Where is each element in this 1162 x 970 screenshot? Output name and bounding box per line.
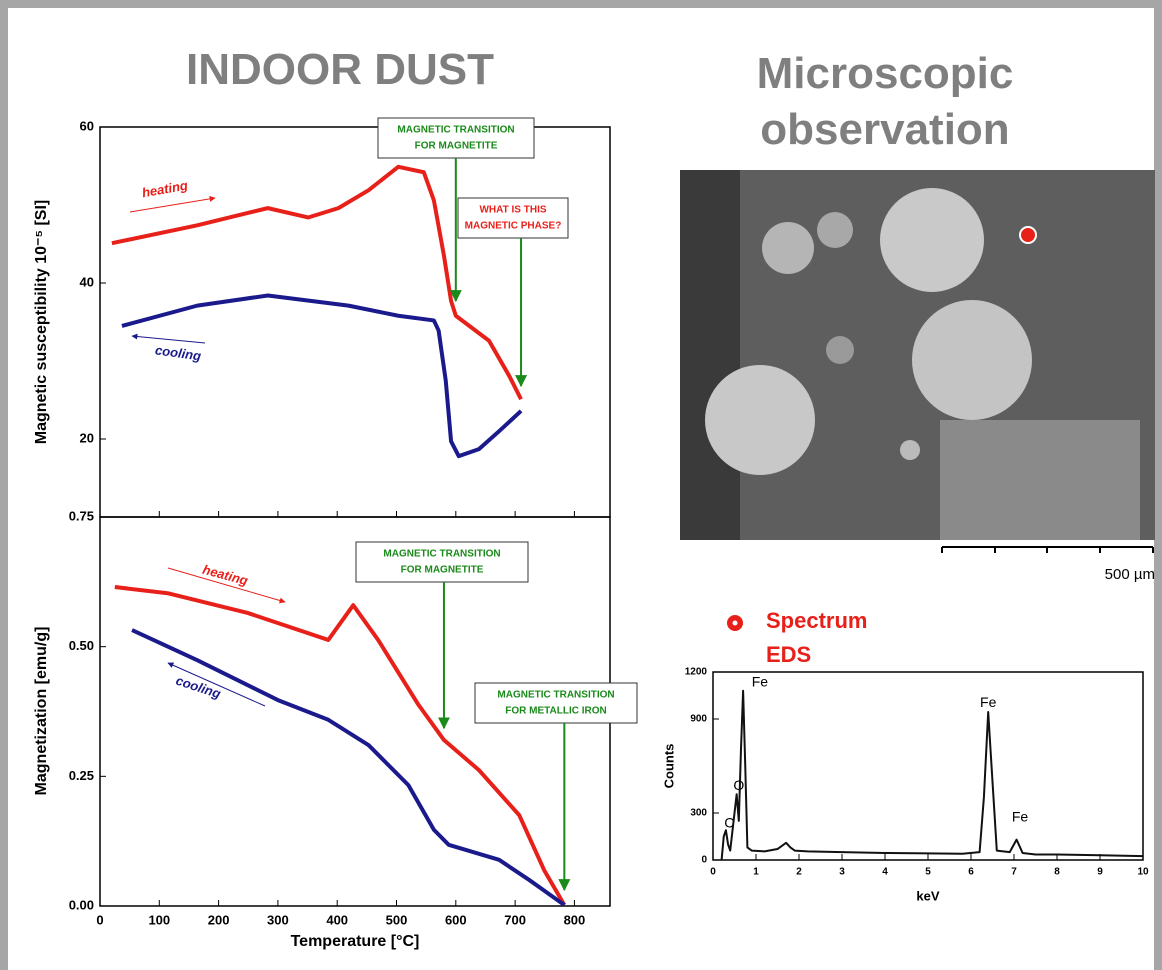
x-tick-label: 3 [839,867,845,878]
x-axis-label: Temperature [°C] [291,933,420,950]
annotation-text: MAGNETIC PHASE? [465,221,562,232]
y-tick-label: 900 [690,714,707,725]
annotation-box [355,541,529,583]
x-tick-label: 400 [326,912,348,927]
spectrum-marker-dot [732,620,738,626]
x-tick-label: 0 [96,912,103,927]
x-tick-label: 800 [564,912,586,927]
x-tick-label: 2 [796,867,802,878]
y-tick-label: 0.00 [69,897,94,912]
x-tick-label: 7 [1011,867,1017,878]
peak-label: O [733,777,744,793]
x-tick-label: 9 [1097,867,1103,878]
series-arrow [131,333,206,344]
x-tick-label: 5 [925,867,931,878]
y-tick-label: 60 [80,118,94,133]
scale-bar [941,546,1154,553]
y-axis-label: Magnetic susceptibility 10⁻⁵ [SI] [33,200,50,444]
left-title: INDOOR DUST [186,45,494,94]
series-label: cooling [154,342,202,363]
peak-label: Fe [980,694,997,710]
y-tick-label: 1200 [685,667,708,678]
spectrum-label: Spectrum EDS [766,608,868,667]
y-axis-label: Counts [661,744,676,789]
x-tick-label: 4 [882,867,888,878]
x-tick-label: 10 [1137,867,1149,878]
peak-label: Fe [1012,808,1029,824]
data-line [114,585,567,906]
series-arrow [129,195,216,213]
x-tick-label: 1 [753,867,759,878]
annotation-text: MAGNETIC TRANSITION [497,690,614,701]
y-tick-label: 40 [80,274,94,289]
y-tick-label: 0 [701,855,707,866]
scale-label: 500 µm [1105,566,1155,583]
annotation-text: WHAT IS THIS [479,205,546,216]
annotation-text: MAGNETIC TRANSITION [397,125,514,136]
plot-frame [712,671,1144,861]
y-axis-label: Magnetization [emu/g] [33,627,50,796]
peak-label: Fe [752,674,769,690]
annotation-text: FOR MAGNETITE [401,565,484,576]
data-line [111,164,523,401]
x-tick-label: 300 [267,912,289,927]
x-tick-label: 700 [504,912,526,927]
x-tick-label: 500 [386,912,408,927]
right-title: Microscopic observation [756,49,1014,154]
y-tick-label: 20 [80,430,94,445]
x-tick-label: 200 [208,912,230,927]
data-line [131,628,566,907]
y-tick-label: 0.50 [69,638,94,653]
annotation-text: FOR MAGNETITE [415,141,498,152]
annotation-text: MAGNETIC TRANSITION [383,549,500,560]
annotation-box [377,117,535,159]
annotation-box [474,682,638,724]
series-arrow [167,662,266,707]
series-arrow [167,567,286,604]
y-tick-label: 0.25 [69,768,94,783]
annotation-box [457,197,569,239]
annotation-text: FOR METALLIC IRON [505,706,606,717]
x-tick-label: 8 [1054,867,1060,878]
series-label: heating [141,178,189,201]
peak-label: C [724,815,734,831]
data-line [121,293,523,459]
y-tick-label: 300 [690,808,707,819]
x-tick-label: 100 [148,912,170,927]
sem-image [680,170,1155,540]
x-axis-label: keV [916,888,939,903]
y-tick-label: 0.75 [69,508,94,523]
x-tick-label: 6 [968,867,974,878]
x-tick-label: 0 [710,867,716,878]
data-line [720,689,1144,861]
x-tick-label: 600 [445,912,467,927]
